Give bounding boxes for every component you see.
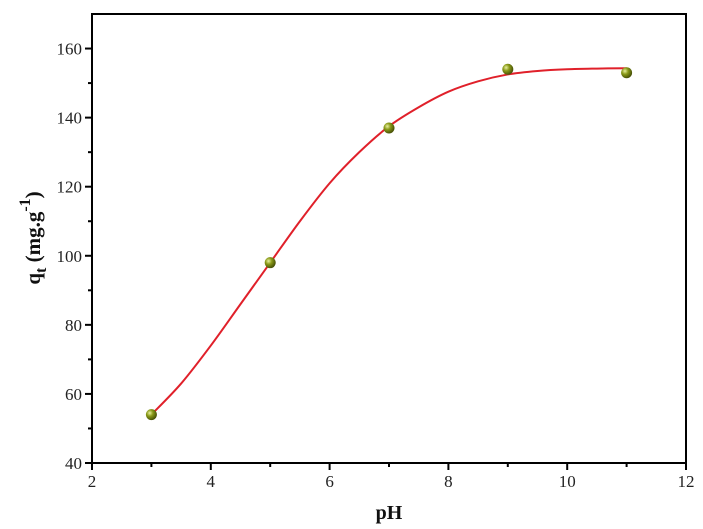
data-point [502, 63, 514, 75]
ticks: 2 4 6 8 10 12 40 60 80 100 120 140 160 [57, 40, 695, 491]
fit-curve [150, 67, 627, 416]
x-tick-label: 8 [444, 472, 453, 491]
y-tick-label: 60 [65, 385, 82, 404]
data-point [383, 122, 395, 134]
x-axis-title: pH [376, 502, 403, 524]
y-title-close: ) [21, 191, 45, 198]
y-title-unit: (mg.g [21, 211, 45, 267]
y-tick-label: 100 [57, 247, 83, 266]
y-title-sub: t [33, 267, 50, 273]
y-tick-label: 120 [57, 178, 83, 197]
y-title-main: q [21, 273, 45, 285]
y-tick-label: 80 [65, 316, 82, 335]
plot-frame [91, 13, 687, 464]
y-title-sup: -1 [17, 198, 34, 211]
data-point [621, 67, 633, 79]
data-point [264, 257, 276, 269]
y-tick-label: 40 [65, 454, 82, 473]
x-tick-label: 2 [88, 472, 97, 491]
x-tick-label: 12 [678, 472, 695, 491]
y-tick-label: 140 [57, 109, 83, 128]
y-axis-title: qt (mg.g-1) [17, 191, 50, 284]
x-tick-label: 6 [325, 472, 334, 491]
axes [91, 13, 687, 464]
x-tick-label: 4 [207, 472, 216, 491]
data-points [145, 63, 633, 421]
x-tick-label: 10 [559, 472, 576, 491]
y-tick-label: 160 [57, 40, 83, 59]
data-point [145, 409, 157, 421]
